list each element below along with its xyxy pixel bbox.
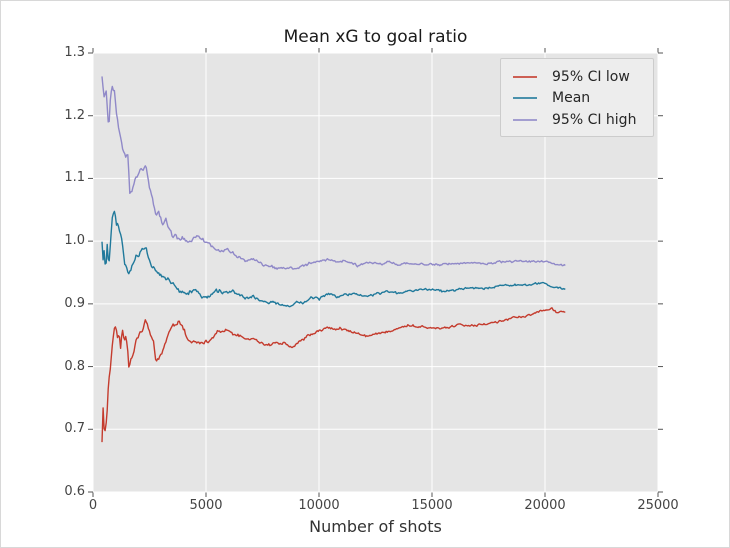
series-line-95-ci-low [101,307,566,443]
legend-label: Mean [552,90,591,106]
y-tick-label: 0.6 [64,484,85,499]
x-axis-label: Number of shots [309,517,442,536]
y-tick-label: 1.0 [64,233,85,249]
legend-line-swatch [513,97,537,99]
x-tick-label: 5000 [189,498,223,513]
series-line-mean [101,210,566,308]
series-line-95-ci-high [101,76,566,270]
x-tick-label: 15000 [411,498,453,513]
x-tick-label: 25000 [637,498,679,513]
y-tick-label: 1.3 [64,45,85,60]
legend-item: Mean [513,88,645,109]
x-tick-label: 10000 [298,498,340,513]
legend-label: 95% CI low [552,68,630,85]
y-tick-label: 0.9 [64,295,85,311]
legend-label: 95% CI high [552,111,637,128]
x-tick-label: 20000 [524,498,566,513]
y-tick-label: 0.8 [64,358,85,374]
legend-item: 95% CI high [513,109,645,130]
legend-line-swatch [513,118,537,121]
y-tick-label: 1.2 [64,107,85,123]
x-tick-label: 0 [88,498,98,513]
y-tick-label: 0.7 [64,421,85,437]
y-tick-label: 1.1 [64,170,85,186]
legend: 95% CI low Mean 95% CI high [500,58,654,137]
legend-item: 95% CI low [513,66,645,87]
chart-title: Mean xG to goal ratio [283,27,468,47]
legend-line-swatch [513,75,537,78]
